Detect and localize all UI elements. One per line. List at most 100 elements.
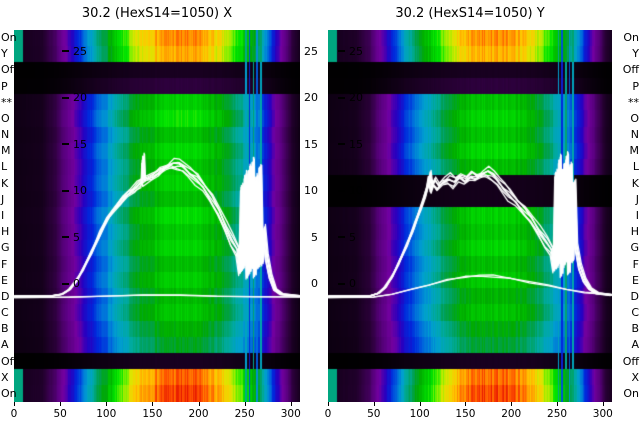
y-tick-value: 15 — [349, 137, 363, 151]
channel-label-left: P — [1, 79, 8, 93]
channel-label-left: On — [1, 386, 17, 400]
y-tick-label: 10 — [62, 185, 87, 196]
x-tick-label: 250 — [234, 408, 255, 420]
y-tick-value: 0 — [349, 277, 356, 290]
mid-axis-tick-label: 5 — [311, 230, 318, 244]
channel-label-left: I — [1, 209, 5, 222]
channel-label-right: H — [630, 225, 639, 239]
y-tick-label: 15 — [62, 139, 87, 150]
channel-label-right: ** — [628, 95, 639, 109]
channel-label-right: M — [629, 144, 640, 158]
channel-label-left: F — [1, 257, 8, 271]
x-tick-mark — [14, 402, 15, 406]
x-tick-mark — [465, 402, 467, 406]
y-tick-value: 25 — [349, 44, 363, 58]
y-tick-value: 20 — [349, 91, 363, 104]
channel-label-left: J — [1, 192, 5, 206]
channel-label-left: G — [1, 241, 10, 255]
y-tick-value: 15 — [73, 137, 87, 151]
mid-axis-tick-label: 0 — [311, 277, 318, 290]
channel-label-right: G — [630, 241, 639, 255]
y-tick-label: 0 — [338, 278, 356, 289]
y-tick-value: 5 — [349, 230, 356, 244]
x-tick-mark — [60, 402, 62, 406]
x-tick-mark — [419, 402, 421, 406]
mid-axis-tick-label: 15 — [304, 137, 318, 151]
y-tick-value: 10 — [73, 184, 87, 197]
channel-label-right: N — [630, 128, 639, 142]
channel-label-right: C — [631, 306, 639, 320]
y-tick-mark — [338, 143, 345, 145]
y-tick-value: 0 — [73, 277, 80, 290]
channel-label-left: On — [1, 31, 17, 45]
y-tick-mark — [62, 50, 69, 52]
y-tick-mark — [338, 189, 345, 192]
channel-label-left: N — [1, 128, 10, 142]
channel-label-left: H — [1, 225, 10, 239]
y-tick-mark — [338, 282, 345, 285]
channel-label-right: Off — [622, 354, 639, 368]
channel-label-left: X — [1, 370, 9, 384]
x-tick-mark — [152, 402, 154, 406]
channel-label-right: L — [632, 160, 639, 174]
x-tick-mark — [290, 402, 292, 406]
y-tick-value: 25 — [73, 44, 87, 58]
y-tick-label: 25 — [62, 46, 87, 57]
heatmap-panel-y — [328, 30, 612, 402]
channel-label-left: O — [1, 111, 10, 125]
x-tick-label: 0 — [324, 408, 332, 420]
channel-label-right: K — [631, 176, 639, 190]
channel-label-right: J — [635, 192, 639, 206]
y-tick-label: 5 — [338, 232, 356, 243]
y-tick-mark — [62, 282, 69, 285]
channel-label-right: D — [630, 289, 639, 303]
x-tick-label: 100 — [96, 408, 117, 420]
channel-label-left: L — [1, 160, 8, 174]
x-tick-label: 200 — [188, 408, 209, 420]
y-tick-label: 5 — [62, 232, 80, 243]
channel-label-left: Y — [1, 47, 8, 61]
x-tick-mark — [244, 402, 246, 406]
x-tick-label: 200 — [501, 408, 522, 420]
channel-label-left: M — [1, 144, 11, 158]
y-tick-mark — [62, 143, 69, 145]
channel-label-left: Off — [1, 354, 18, 368]
x-tick-mark — [602, 402, 604, 406]
channel-label-right: On — [623, 386, 639, 400]
x-tick-mark — [511, 402, 513, 406]
x-tick-label: 0 — [10, 408, 18, 420]
channel-label-left: C — [1, 306, 9, 320]
y-tick-mark — [62, 189, 69, 192]
panel-title-y: 30.2 (HexS14=1050) Y — [395, 6, 545, 21]
channel-label-left: B — [1, 322, 9, 336]
channel-label-right: I — [635, 209, 639, 222]
y-tick-mark — [62, 96, 69, 99]
x-tick-label: 300 — [280, 408, 301, 420]
channel-label-right: P — [632, 79, 639, 93]
x-tick-mark — [373, 402, 375, 406]
x-tick-label: 250 — [547, 408, 568, 420]
y-tick-mark — [338, 96, 345, 99]
channel-label-left: D — [1, 289, 10, 303]
y-tick-value: 10 — [349, 184, 363, 197]
y-tick-label: 0 — [62, 278, 80, 289]
x-tick-mark — [557, 402, 559, 406]
y-tick-value: 5 — [73, 230, 80, 244]
mid-axis-tick-label: 20 — [304, 91, 318, 104]
channel-label-right: Y — [632, 47, 639, 61]
x-tick-mark — [328, 402, 329, 406]
channel-label-right: Off — [622, 63, 639, 77]
y-tick-mark — [338, 236, 345, 238]
channel-label-right: X — [631, 370, 639, 384]
x-tick-label: 150 — [455, 408, 476, 420]
mid-axis-tick-label: 25 — [304, 44, 318, 58]
channel-label-left: Off — [1, 63, 18, 77]
channel-label-left: A — [1, 338, 9, 352]
x-tick-label: 50 — [53, 408, 67, 420]
channel-label-right: A — [631, 338, 639, 352]
y-tick-mark — [62, 236, 69, 238]
channel-label-right: O — [630, 111, 639, 125]
y-tick-label: 25 — [338, 46, 363, 57]
y-tick-label: 20 — [62, 92, 87, 103]
channel-label-left: ** — [1, 95, 12, 109]
